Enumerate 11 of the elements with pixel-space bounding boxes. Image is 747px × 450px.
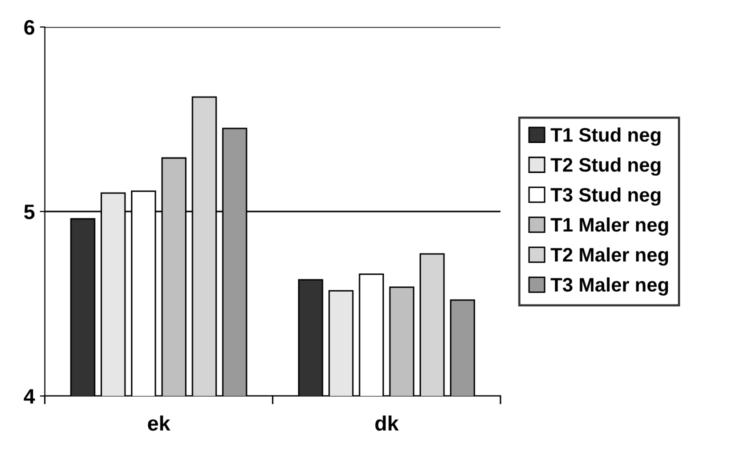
legend-label: T2 Stud neg [550, 157, 660, 176]
y-tick-label: 4 [24, 389, 35, 404]
legend-label: T1 Maler neg [550, 217, 668, 236]
legend-label: T3 Maler neg [550, 277, 668, 296]
legend-label: T2 Maler neg [550, 247, 668, 266]
y-tick-label: 6 [24, 20, 34, 35]
y-tick-label: 5 [24, 204, 35, 220]
x-tick-label: ek [148, 415, 170, 431]
x-tick-label: dk [375, 415, 399, 431]
legend-label: T3 Stud neg [550, 187, 660, 206]
legend-label: T1 Stud neg [550, 127, 660, 146]
